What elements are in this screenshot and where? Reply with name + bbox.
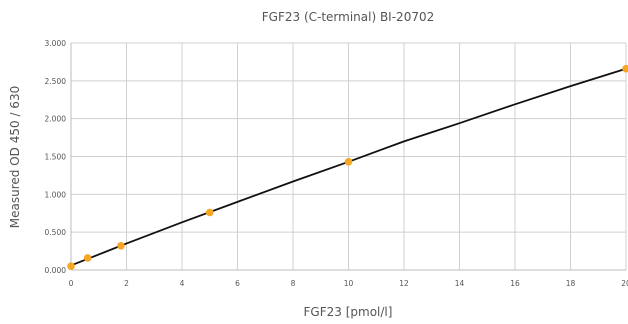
x-tick-label: 14 <box>455 279 465 288</box>
x-tick-label: 0 <box>69 279 74 288</box>
x-tick-label: 4 <box>180 279 185 288</box>
chart-title: FGF23 (C-terminal) BI-20702 <box>262 10 434 24</box>
chart-grid <box>71 43 626 270</box>
y-tick-label: 0.500 <box>45 228 67 237</box>
data-point <box>345 158 353 166</box>
y-tick-label: 1.500 <box>45 153 67 162</box>
x-tick-label: 2 <box>124 279 129 288</box>
x-tick-label: 20 <box>621 279 628 288</box>
x-tick-label: 10 <box>344 279 354 288</box>
x-tick-label: 8 <box>291 279 296 288</box>
y-axis-ticks: 0.000 0.500 1.000 1.500 2.000 2.500 3.000 <box>45 39 67 275</box>
y-tick-label: 3.000 <box>45 39 67 48</box>
x-axis-label: FGF23 [pmol/l] <box>304 305 393 319</box>
data-point <box>84 254 92 262</box>
y-axis-label: Measured OD 450 / 630 <box>8 86 22 228</box>
data-point <box>117 242 125 250</box>
x-tick-label: 6 <box>235 279 240 288</box>
data-point <box>622 65 628 73</box>
x-tick-label: 16 <box>510 279 520 288</box>
x-axis-ticks: 0 2 4 6 8 10 12 14 16 18 20 <box>69 279 628 288</box>
y-tick-label: 1.000 <box>45 190 67 199</box>
y-tick-label: 2.000 <box>45 115 67 124</box>
y-tick-label: 0.000 <box>45 266 67 275</box>
data-point <box>206 209 214 217</box>
y-tick-label: 2.500 <box>45 77 67 86</box>
x-tick-label: 12 <box>399 279 409 288</box>
data-point <box>67 262 75 270</box>
x-tick-label: 18 <box>566 279 576 288</box>
